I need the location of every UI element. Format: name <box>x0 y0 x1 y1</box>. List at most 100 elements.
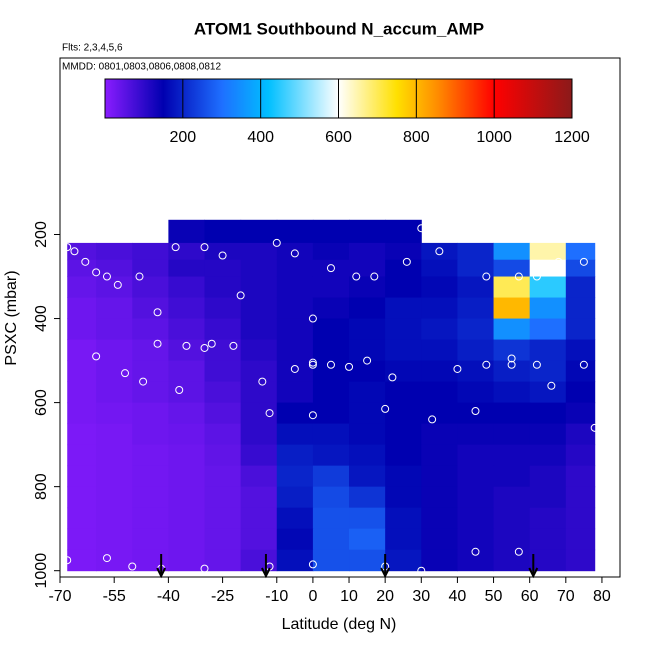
x-tick-label: 50 <box>485 588 503 605</box>
heatmap-cell <box>204 381 242 404</box>
heatmap-cell <box>276 402 314 425</box>
heatmap-cell <box>385 465 422 488</box>
heatmap-cell <box>276 444 314 467</box>
observation-point <box>471 547 480 556</box>
heatmap-cell <box>204 444 242 467</box>
heatmap-cell <box>312 528 350 551</box>
heatmap-cell <box>132 259 169 278</box>
heatmap-cell <box>529 318 567 341</box>
heatmap-cell <box>240 549 278 572</box>
observation-point <box>363 356 372 365</box>
heatmap-cell <box>276 549 314 572</box>
heatmap-cell <box>457 318 495 341</box>
heatmap-cell <box>132 465 169 488</box>
heatmap-cell <box>67 528 97 551</box>
heatmap-cell <box>168 360 206 383</box>
observation-point <box>482 272 491 281</box>
heatmap-cell <box>204 507 242 530</box>
heatmap-cell <box>421 360 458 383</box>
heatmap-cell <box>312 219 350 244</box>
observation-point <box>92 268 101 277</box>
observation-point <box>326 264 335 273</box>
heatmap-cell <box>240 318 278 341</box>
heatmap-cell <box>529 360 567 383</box>
observation-point <box>153 308 162 317</box>
heatmap-cell <box>96 528 133 551</box>
heatmap-cell <box>457 242 495 261</box>
colorbar-tick-label: 600 <box>325 129 352 146</box>
x-tick-label: -40 <box>157 588 180 605</box>
heatmap-cell <box>529 423 567 446</box>
heatmap-cell <box>240 465 278 488</box>
heatmap-cell <box>457 402 495 425</box>
heatmap-cell <box>67 423 97 446</box>
observation-point <box>532 272 541 281</box>
heatmap-cell <box>457 444 495 467</box>
heatmap-cell <box>204 486 242 509</box>
heatmap-cell <box>168 402 206 425</box>
heatmap-cell <box>276 360 314 383</box>
heatmap-cell <box>132 402 169 425</box>
observation-point <box>102 272 111 281</box>
heatmap-cell <box>168 444 206 467</box>
heatmap-cell <box>312 444 350 467</box>
heatmap-cell <box>96 507 133 530</box>
heatmap-cell <box>67 402 97 425</box>
heatmap-cell <box>493 423 531 446</box>
heatmap-cell <box>204 528 242 551</box>
heatmap-cell <box>67 297 97 320</box>
heatmap-cell <box>132 423 169 446</box>
heatmap-cell <box>385 402 422 425</box>
heatmap-cell <box>312 259 350 278</box>
heatmap-cell <box>96 381 133 404</box>
heatmap-cell <box>96 465 133 488</box>
heatmap-cell <box>132 318 169 341</box>
heatmap-cell <box>96 423 133 446</box>
arrow <box>380 554 391 579</box>
heatmap-cell <box>565 402 596 425</box>
heatmap-cell <box>493 339 531 362</box>
heatmap-cell <box>421 339 458 362</box>
x-tick-label: 20 <box>376 588 394 605</box>
heatmap-cell <box>312 423 350 446</box>
plot-frame <box>59 57 621 578</box>
heatmap-cell <box>240 297 278 320</box>
heatmap-cell <box>67 507 97 530</box>
x-tick-label: 0 <box>308 588 317 605</box>
observation-point <box>81 257 90 266</box>
observation-point <box>207 339 216 348</box>
heatmap-cell <box>204 339 242 362</box>
observation-point <box>402 257 411 266</box>
heatmap-cell <box>204 219 242 244</box>
heatmap-cell <box>493 549 531 572</box>
arrow <box>261 554 271 579</box>
heatmap-cell <box>385 339 422 362</box>
heatmap-cell <box>493 444 531 467</box>
heatmap-cell <box>421 381 458 404</box>
heatmap-cell <box>385 360 422 383</box>
heatmap-cell <box>67 360 97 383</box>
heatmap-cell <box>312 339 350 362</box>
observation-point <box>417 224 426 233</box>
heatmap-cell <box>240 242 278 261</box>
heatmap-cell <box>565 444 596 467</box>
heatmap-cell <box>168 507 206 530</box>
heatmap-cell <box>421 486 458 509</box>
x-tick-label: 60 <box>521 588 539 605</box>
observation-point <box>507 360 516 369</box>
heatmap-cell <box>96 242 133 261</box>
heatmap-cell <box>493 402 531 425</box>
heatmap-cell <box>204 297 242 320</box>
heatmap-cell <box>493 276 531 299</box>
heatmap-cell <box>385 242 422 261</box>
heatmap-cell <box>529 507 567 530</box>
heatmap-cell <box>276 297 314 320</box>
observation-point <box>182 341 191 350</box>
observation-point <box>175 385 184 394</box>
heatmap-cell <box>168 276 206 299</box>
heatmap-cell <box>204 276 242 299</box>
heatmap-cell <box>529 276 567 299</box>
observation-point <box>482 360 491 369</box>
observation-point <box>514 272 523 281</box>
